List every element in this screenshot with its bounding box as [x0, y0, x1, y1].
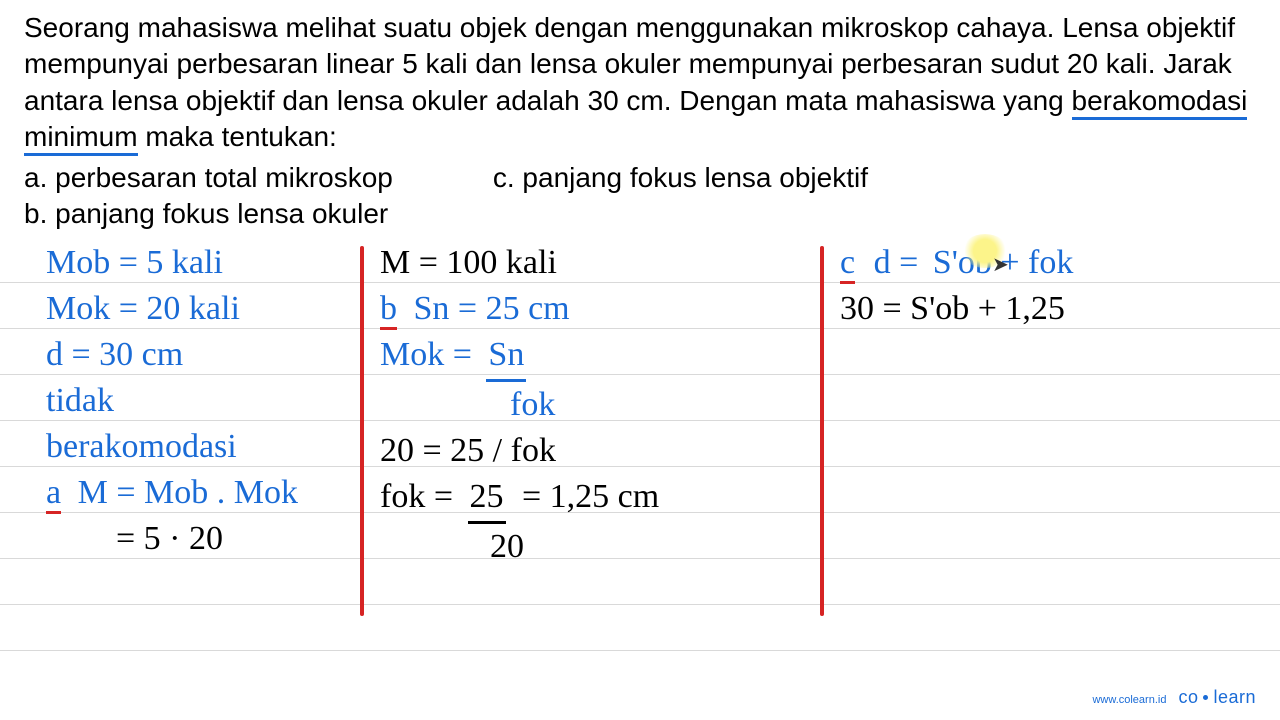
m-result: M = 100 kali — [380, 240, 810, 286]
column-part-c: ➤ c d = S'ob + fok 30 = S'ob + 1,25 — [840, 240, 1260, 332]
divider-2 — [820, 246, 824, 616]
given-mok: Mok = 20 kali — [46, 286, 356, 332]
problem-text: Seorang mahasiswa melihat suatu objek de… — [0, 0, 1280, 160]
part-a-label: a — [46, 474, 61, 514]
given-d: d = 30 cm — [46, 332, 356, 378]
question-b: b. panjang fokus lensa okuler — [24, 196, 388, 232]
given-mob: Mob = 5 kali — [46, 240, 356, 286]
column-given: Mob = 5 kali Mok = 20 kali d = 30 cm tid… — [46, 240, 356, 562]
question-a: a. perbesaran total mikroskop — [24, 160, 393, 196]
part-b-line: b Sn = 25 cm — [380, 286, 810, 332]
given-note1: tidak — [46, 378, 356, 424]
brand-learn: learn — [1213, 687, 1256, 707]
divider-1 — [360, 246, 364, 616]
part-a-calc: = 5 · 20 — [46, 516, 356, 562]
fok-line: fok = 25 = 1,25 cm — [380, 474, 810, 524]
question-c: c. panjang fokus lensa objektif — [493, 160, 868, 196]
question-row-2: b. panjang fokus lensa okuler — [0, 196, 1280, 232]
given-note2: berakomodasi — [46, 424, 356, 470]
part-a-eq: M = Mob . Mok — [78, 474, 298, 511]
column-part-b: M = 100 kali b Sn = 25 cm Mok = Sn fok 2… — [380, 240, 810, 570]
part-c-lhs: d = — [874, 244, 919, 281]
work-area: Mob = 5 kali Mok = 20 kali d = 30 cm tid… — [0, 240, 1280, 650]
part-b-sub: 20 = 25 / fok — [380, 428, 810, 474]
part-c-line: c d = S'ob + fok — [840, 240, 1260, 286]
part-a-line: a M = Mob . Mok — [46, 470, 356, 516]
fok-result: = 1,25 cm — [522, 478, 659, 515]
part-b-sn: Sn = 25 cm — [414, 290, 570, 327]
question-row-1: a. perbesaran total mikroskop c. panjang… — [0, 160, 1280, 196]
mok-lhs: Mok = — [380, 336, 472, 373]
brand-dot-icon — [1203, 695, 1208, 700]
footer-brand: colearn — [1178, 687, 1256, 708]
problem-body: Seorang mahasiswa melihat suatu objek de… — [24, 12, 1235, 116]
brand-co: co — [1178, 687, 1198, 707]
mok-fraction: Mok = Sn — [380, 332, 810, 382]
cursor-icon: ➤ — [992, 242, 1009, 288]
fok-lhs: fok = — [380, 478, 453, 515]
fok-numerator: 25 — [468, 474, 506, 524]
mok-numerator: Sn — [486, 332, 526, 382]
footer-url: www.colearn.id — [1092, 694, 1166, 706]
part-b-label: b — [380, 290, 397, 330]
fok-denominator: 20 — [380, 524, 810, 570]
part-c-sub: 30 = S'ob + 1,25 — [840, 286, 1260, 332]
problem-after: maka tentukan: — [138, 121, 337, 152]
part-c-label: c — [840, 244, 855, 284]
mok-denominator: fok — [380, 382, 810, 428]
footer: www.colearn.id colearn — [1092, 687, 1256, 708]
